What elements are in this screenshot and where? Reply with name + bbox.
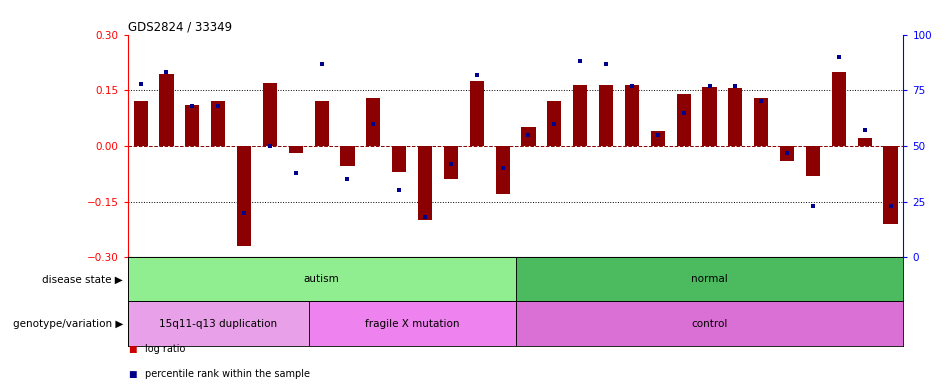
Bar: [418, 146, 432, 220]
Bar: [314, 101, 329, 146]
Text: disease state ▶: disease state ▶: [43, 274, 123, 285]
Bar: [516, 301, 903, 346]
Bar: [308, 301, 516, 346]
Bar: [496, 146, 510, 194]
Bar: [624, 85, 639, 146]
Bar: [780, 146, 795, 161]
Bar: [884, 146, 898, 224]
Bar: [806, 146, 820, 175]
Bar: [128, 257, 516, 301]
Bar: [236, 146, 252, 246]
Text: ■: ■: [128, 345, 136, 354]
Bar: [341, 146, 355, 166]
Bar: [651, 131, 665, 146]
Bar: [521, 127, 535, 146]
Bar: [599, 85, 613, 146]
Bar: [185, 105, 200, 146]
Bar: [469, 81, 484, 146]
Text: ■: ■: [128, 370, 136, 379]
Bar: [547, 101, 562, 146]
Text: percentile rank within the sample: percentile rank within the sample: [145, 369, 309, 379]
Text: log ratio: log ratio: [145, 344, 185, 354]
Bar: [133, 101, 148, 146]
Bar: [754, 98, 768, 146]
Bar: [444, 146, 458, 179]
Bar: [289, 146, 303, 153]
Bar: [159, 74, 174, 146]
Text: normal: normal: [692, 274, 727, 285]
Text: fragile X mutation: fragile X mutation: [365, 318, 460, 329]
Bar: [573, 85, 587, 146]
Bar: [832, 72, 846, 146]
Bar: [676, 94, 691, 146]
Text: autism: autism: [304, 274, 340, 285]
Bar: [857, 139, 872, 146]
Text: genotype/variation ▶: genotype/variation ▶: [12, 318, 123, 329]
Text: GDS2824 / 33349: GDS2824 / 33349: [128, 20, 232, 33]
Bar: [128, 301, 308, 346]
Bar: [263, 83, 277, 146]
Bar: [728, 88, 743, 146]
Bar: [392, 146, 407, 172]
Text: control: control: [692, 318, 727, 329]
Bar: [211, 101, 225, 146]
Bar: [366, 98, 380, 146]
Bar: [702, 86, 717, 146]
Text: 15q11-q13 duplication: 15q11-q13 duplication: [159, 318, 277, 329]
Bar: [516, 257, 903, 301]
